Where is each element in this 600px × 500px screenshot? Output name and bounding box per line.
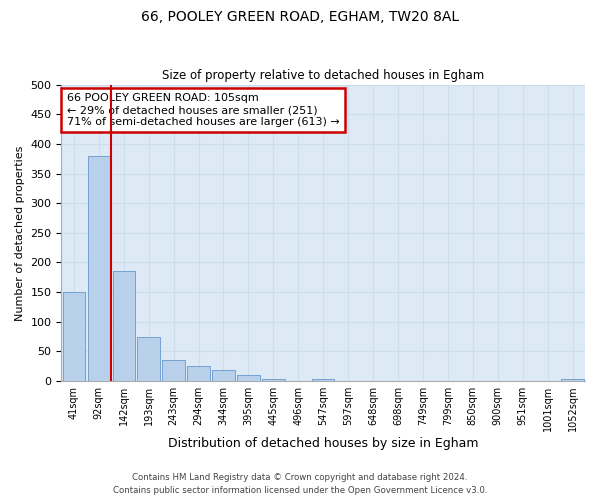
Y-axis label: Number of detached properties: Number of detached properties xyxy=(15,145,25,320)
Text: Contains HM Land Registry data © Crown copyright and database right 2024.
Contai: Contains HM Land Registry data © Crown c… xyxy=(113,474,487,495)
Bar xyxy=(262,378,284,381)
X-axis label: Distribution of detached houses by size in Egham: Distribution of detached houses by size … xyxy=(168,437,478,450)
Bar xyxy=(312,378,334,381)
Bar xyxy=(237,375,260,381)
Bar xyxy=(88,156,110,381)
Bar xyxy=(62,292,85,381)
Bar xyxy=(187,366,210,381)
Text: 66, POOLEY GREEN ROAD, EGHAM, TW20 8AL: 66, POOLEY GREEN ROAD, EGHAM, TW20 8AL xyxy=(141,10,459,24)
Bar xyxy=(163,360,185,381)
Bar xyxy=(137,336,160,381)
Bar xyxy=(562,378,584,381)
Bar xyxy=(113,272,135,381)
Text: 66 POOLEY GREEN ROAD: 105sqm
← 29% of detached houses are smaller (251)
71% of s: 66 POOLEY GREEN ROAD: 105sqm ← 29% of de… xyxy=(67,94,340,126)
Bar xyxy=(212,370,235,381)
Title: Size of property relative to detached houses in Egham: Size of property relative to detached ho… xyxy=(162,69,484,82)
